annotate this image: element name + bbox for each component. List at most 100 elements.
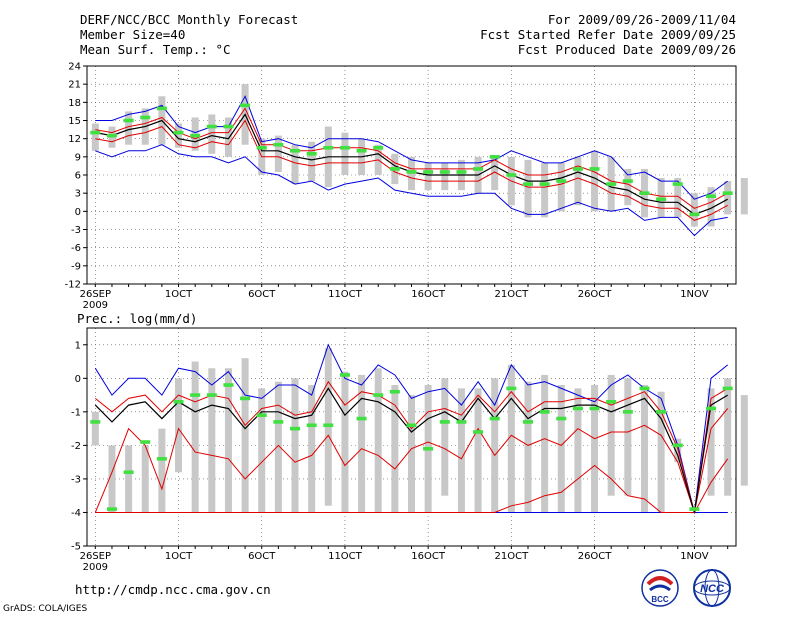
panel2-spread-bar	[491, 378, 499, 513]
panel2-median-marker	[339, 373, 350, 377]
panel1-median-marker	[406, 170, 417, 174]
panel2-median-marker	[423, 446, 434, 451]
panel1-ytick-label: 12	[68, 134, 81, 145]
panel2-ytick-label: 0	[75, 374, 81, 385]
panel1-ytick-label: 3	[75, 189, 81, 200]
panel1-median-marker	[140, 115, 151, 120]
panel1-spread-bar	[740, 178, 748, 215]
panel1-spread-bar	[308, 141, 316, 182]
panel2-median-marker	[706, 406, 717, 411]
panel2-year-label: 2009	[83, 562, 108, 573]
panel2-median-marker	[140, 440, 151, 444]
panel2-median-marker	[123, 470, 134, 475]
panel1-spread-bar	[690, 193, 698, 227]
panel1-ytick-label: -3	[71, 225, 81, 236]
panel2-median-marker	[722, 386, 733, 391]
panel2-spread-bar	[91, 411, 99, 446]
panel1-spread-bar	[175, 123, 183, 148]
panel1-median-marker	[240, 103, 251, 108]
panel2-spread-bar	[624, 378, 632, 496]
header-left: DERF/NCC/BCC Monthly Forecast Member Siz…	[80, 12, 298, 57]
panel1-median-marker	[423, 170, 434, 174]
panel1-median-marker	[223, 124, 234, 129]
forecast-started-date: Fcst Started Refer Date 2009/09/25	[480, 27, 736, 42]
panel2-xtick-label: 21OCT	[495, 551, 530, 562]
panel2-median-marker	[572, 406, 583, 411]
panel2-spread-bar	[358, 374, 366, 513]
panel2-spread-bar	[457, 388, 465, 513]
panel1-median-marker	[606, 182, 617, 186]
panel1-median-marker	[373, 145, 384, 150]
panel1-ytick-label: -12	[65, 280, 81, 291]
panel1-ytick-label: 24	[68, 62, 81, 73]
panel1-median-marker	[190, 133, 201, 138]
panel2-spread-bar	[541, 374, 549, 513]
panel1-median-marker	[456, 170, 467, 174]
panel1-spread-bar	[707, 187, 715, 227]
panel2-spread-bar	[258, 388, 266, 513]
panel1-median-marker	[572, 167, 583, 171]
panel2-median-marker	[539, 410, 550, 414]
panel1-ytick-label: 9	[75, 152, 81, 163]
panel2-spread-bar	[125, 445, 133, 513]
panel2-median-marker	[90, 420, 101, 424]
bcc-logo: BCC	[641, 569, 679, 607]
panel2-median-marker	[639, 386, 650, 391]
panel2-median-marker	[589, 406, 600, 411]
panel1-median-marker	[506, 173, 517, 177]
forecast-title: DERF/NCC/BCC Monthly Forecast	[80, 12, 299, 27]
panel2-spread-bar	[574, 388, 582, 513]
panel2-median-marker	[256, 413, 267, 417]
panel2-lower-line	[94, 408, 729, 515]
panel1-xtick-label: 26SEP	[80, 289, 111, 300]
panel1-median-marker	[290, 148, 301, 153]
panel2-spread-bar	[291, 378, 299, 513]
panel2-spread-bar	[341, 371, 349, 513]
source-url[interactable]: http://cmdp.ncc.cma.gov.cn	[75, 582, 271, 597]
panel1-median-marker	[689, 212, 700, 217]
panel2-spread-bar	[391, 385, 399, 513]
panel2-spread-bar	[175, 378, 183, 473]
panel1-spread-bar	[208, 114, 216, 154]
panel2-xtick-label: 1NOV	[680, 551, 709, 562]
panel1-lower-line	[95, 119, 728, 221]
panel2-median-marker	[689, 507, 700, 511]
panel1-spread-bar	[424, 162, 432, 191]
logos: BCC NCC	[641, 569, 731, 607]
panel2-spread-bar	[408, 395, 415, 513]
panel2-spread-bar	[591, 385, 599, 513]
header-right: For 2009/09/26-2009/11/04 Fcst Started R…	[480, 12, 736, 57]
panel1-spread-bar	[491, 156, 499, 191]
panel1-median-marker	[539, 182, 550, 186]
panel1-ytick-label: 15	[68, 116, 81, 127]
grads-credit: GrADS: COLA/IGES	[3, 604, 88, 614]
panel2-median-marker	[273, 420, 284, 424]
panel2-ytick-label: -2	[71, 441, 81, 452]
panel2-ytick-label: -1	[71, 407, 81, 418]
panel1-ytick-label: 0	[75, 207, 81, 218]
panel2-ytick-label: -5	[71, 542, 81, 553]
panel2-median-marker	[356, 416, 367, 421]
panel1-xtick-label: 16OCT	[411, 289, 446, 300]
panel2-spread-bar	[241, 358, 249, 513]
panel2-max-line	[94, 343, 729, 513]
panel2-median-marker	[656, 410, 667, 414]
ncc-logo: NCC	[693, 569, 731, 607]
forecast-period: For 2009/09/26-2009/11/04	[547, 12, 736, 27]
panel1-median-marker	[556, 179, 567, 183]
panel2-median-marker	[106, 507, 117, 511]
panel2-xtick-label: 26SEP	[80, 551, 111, 562]
panel1-min-line	[95, 144, 728, 237]
member-size: Member Size=40	[80, 27, 186, 42]
panel1-median-marker	[123, 118, 134, 123]
panel2-spread-bar	[724, 378, 732, 496]
panel1-xtick-label: 21OCT	[495, 289, 530, 300]
panel2-median-marker	[190, 393, 201, 397]
panel2-ytick-label: -4	[71, 508, 81, 519]
panel2-ytick-label: 1	[75, 340, 81, 351]
panel1-median-marker	[90, 130, 101, 135]
variable-label: Mean Surf. Temp.: °C	[80, 42, 231, 57]
panel2-median-marker	[489, 416, 500, 421]
panel2-xtick-label: 6OCT	[248, 551, 276, 562]
